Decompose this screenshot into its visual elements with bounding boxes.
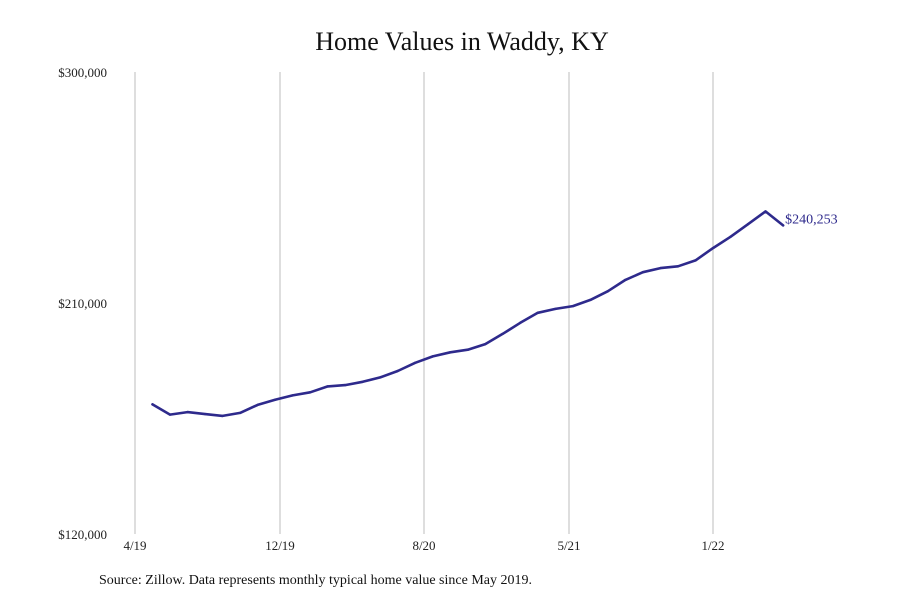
data-point-2019-11 (256, 403, 259, 407)
x-tick-label-1-22: 1/22 (701, 538, 724, 553)
data-point-2022-02 (729, 235, 732, 238)
data-point-2019-07 (186, 410, 189, 414)
data-point-2019-09 (221, 414, 224, 418)
x-axis-ticks: 4/19 12/19 8/20 5/21 1/22 (123, 538, 724, 553)
data-point-2021-05 (571, 304, 575, 308)
data-point-2021-01 (501, 332, 504, 335)
data-point-2021-03 (536, 311, 539, 314)
data-point-2019-10 (238, 411, 242, 415)
data-point-2021-08 (624, 278, 627, 282)
x-tick-label-5-21: 5/21 (557, 538, 580, 553)
data-point-2021-04 (554, 307, 557, 311)
data-point-2021-02 (519, 321, 522, 324)
data-point-2020-10 (449, 351, 452, 354)
y-tick-label-bottom: $120,000 (58, 527, 107, 542)
data-point-2020-04 (344, 383, 347, 387)
source-note: Source: Zillow. Data represents monthly … (99, 573, 532, 588)
data-point-2020-09 (431, 355, 434, 358)
data-point-2020-01 (291, 394, 294, 397)
data-point-2019-12 (273, 398, 277, 401)
data-point-2020-08 (414, 361, 417, 364)
end-value-label: $240,253 (785, 212, 838, 227)
data-point-2021-10 (659, 266, 662, 270)
data-point-2020-06 (379, 376, 382, 379)
data-point-2020-05 (361, 380, 364, 383)
x-tick-label-4-19: 4/19 (123, 538, 146, 553)
data-point-2019-08 (203, 412, 207, 416)
data-point-2020-12 (484, 342, 487, 346)
home-value-line (151, 210, 785, 418)
data-point-2019-05 (151, 403, 154, 406)
data-point-2022-04 (764, 210, 767, 213)
data-point-2020-02 (309, 391, 312, 394)
y-tick-label-top: $300,000 (58, 65, 107, 80)
y-axis-ticks: $300,000 $210,000 $120,000 (58, 65, 107, 542)
data-point-2020-07 (396, 369, 399, 373)
x-tick-label-12-19: 12/19 (265, 538, 295, 553)
data-point-2021-11 (676, 265, 680, 268)
data-point-2021-12 (694, 259, 697, 262)
x-tick-label-8-20: 8/20 (412, 538, 435, 553)
data-point-2020-03 (326, 385, 329, 388)
data-point-2022-03 (746, 223, 750, 226)
data-point-2020-11 (466, 348, 469, 351)
data-point-2022-01 (711, 246, 715, 250)
data-points (151, 210, 785, 418)
data-point-2022-05 (781, 224, 785, 227)
data-point-2021-09 (641, 271, 645, 274)
y-tick-label-mid: $210,000 (58, 296, 107, 311)
data-point-2019-06 (168, 413, 172, 416)
data-point-2021-07 (606, 290, 610, 293)
data-point-2021-06 (589, 298, 592, 302)
grid-lines (134, 72, 714, 534)
chart-title: Home Values in Waddy, KY (315, 27, 609, 56)
